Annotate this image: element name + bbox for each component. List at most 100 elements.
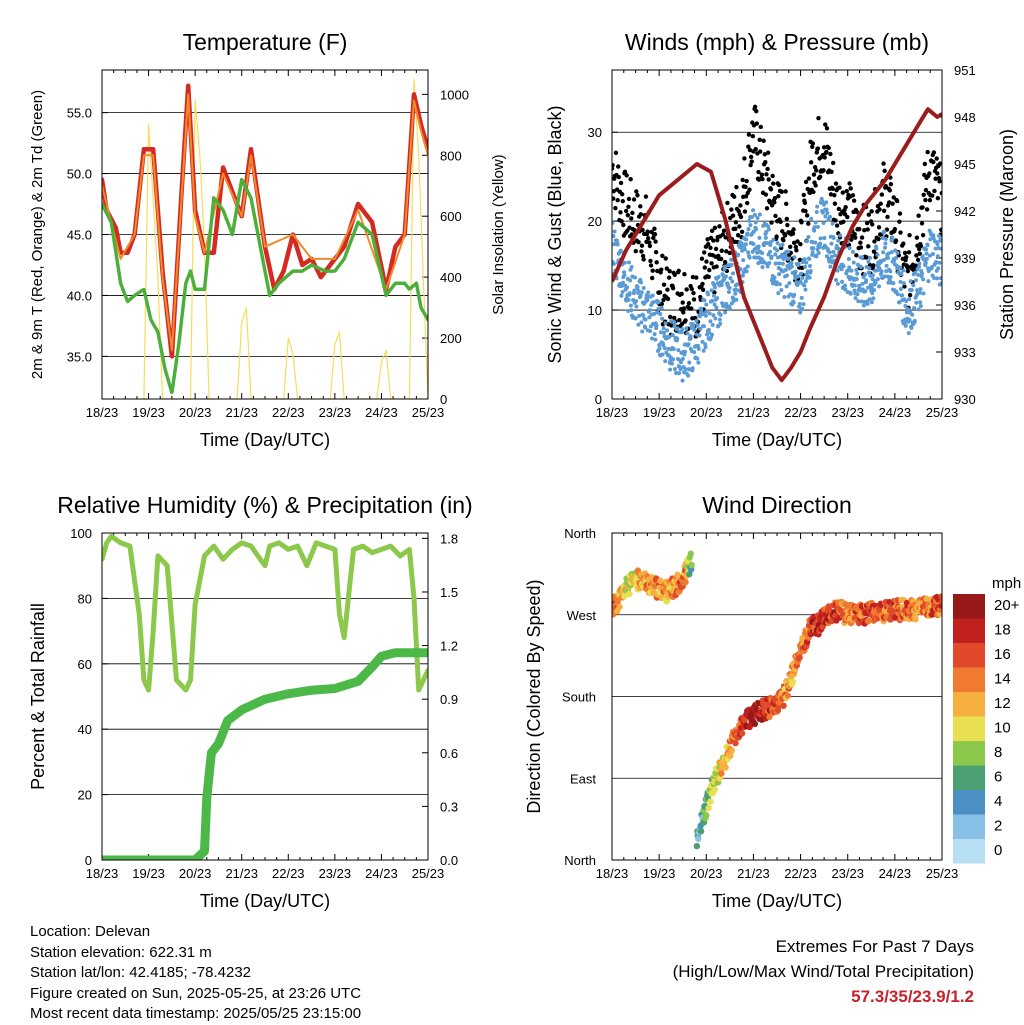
- wind-point: [724, 301, 729, 306]
- wind-point: [629, 265, 634, 270]
- wind-point: [918, 303, 923, 308]
- wind-point: [783, 254, 788, 259]
- gust-point: [738, 214, 744, 220]
- wind-point: [702, 324, 707, 329]
- gust-point: [833, 181, 839, 186]
- gust-point: [712, 225, 718, 230]
- wind-point: [787, 281, 792, 286]
- gust-point: [905, 268, 911, 274]
- gust-point: [906, 250, 912, 255]
- gust-point: [903, 254, 909, 260]
- gust-point: [621, 222, 626, 228]
- gust-point: [929, 193, 935, 198]
- wind-point: [743, 242, 748, 247]
- direction-panel: Wind Direction 18/23 19/23 20/23 21/23 22/23 2…: [524, 492, 958, 911]
- wind-point: [744, 269, 749, 274]
- wind-point: [685, 331, 690, 336]
- wind-point: [768, 249, 773, 254]
- wind-point: [881, 250, 886, 255]
- gust-point: [898, 230, 903, 235]
- gust-point: [866, 212, 872, 217]
- y2-tick-label: 1.5: [440, 585, 458, 600]
- wind-point: [796, 274, 801, 279]
- gust-point: [645, 229, 650, 234]
- gust-point: [742, 209, 748, 214]
- winds-ylabel-left: Sonic Wind & Gust (Blue, Black): [545, 105, 565, 363]
- series-precip: [102, 648, 428, 860]
- wind-point: [626, 309, 631, 314]
- y-tick-label: 35.0: [67, 349, 92, 364]
- wind-point: [854, 268, 859, 273]
- gust-point: [683, 318, 688, 323]
- gust-point: [664, 266, 670, 271]
- gust-point: [854, 209, 860, 215]
- gust-point: [882, 168, 887, 174]
- wind-point: [869, 285, 874, 290]
- wind-point: [639, 320, 644, 325]
- wind-point: [679, 360, 684, 365]
- winds-xlabel: Time (Day/UTC): [712, 430, 842, 450]
- wind-point: [884, 269, 889, 274]
- wind-point: [769, 254, 774, 259]
- wind-point: [671, 357, 676, 362]
- gust-point: [699, 256, 705, 261]
- wind-point: [649, 336, 654, 341]
- x-tick-label: 21/23: [225, 405, 258, 420]
- gust-point: [902, 284, 907, 289]
- gust-point: [881, 208, 887, 214]
- wind-point: [645, 298, 650, 303]
- wind-point: [833, 253, 838, 258]
- wind-point: [851, 260, 856, 265]
- wind-point: [686, 373, 691, 378]
- wind-point: [710, 322, 715, 327]
- gust-point: [763, 160, 768, 165]
- wind-point: [668, 367, 673, 372]
- direction-point: [697, 828, 705, 835]
- wind-point: [620, 280, 625, 285]
- wind-point: [742, 247, 747, 252]
- gust-point: [847, 181, 852, 186]
- gust-point: [760, 176, 765, 182]
- wind-point: [818, 236, 823, 241]
- direction-point: [789, 678, 797, 686]
- wind-point: [929, 265, 934, 270]
- humidity-xlabel: Time (Day/UTC): [200, 891, 330, 911]
- wind-point: [870, 291, 875, 296]
- x-tick-label: 24/23: [365, 866, 398, 881]
- wind-point: [727, 286, 732, 291]
- wind-point: [660, 352, 665, 357]
- direction-point: [741, 717, 748, 724]
- gust-point: [612, 162, 615, 168]
- gust-point: [625, 213, 631, 218]
- gust-point: [878, 201, 883, 206]
- x-tick-label: 19/23: [132, 866, 165, 881]
- gust-point: [829, 169, 834, 174]
- series-dewpoint: [102, 177, 428, 395]
- wind-point: [731, 271, 736, 276]
- gust-point: [862, 228, 867, 233]
- wind-point: [840, 279, 845, 284]
- wind-point: [883, 241, 888, 246]
- wind-point: [774, 280, 779, 285]
- wind-point: [920, 253, 925, 258]
- gust-point: [776, 182, 782, 188]
- gust-point: [639, 249, 644, 254]
- gust-point: [665, 287, 670, 292]
- wind-point: [677, 371, 682, 376]
- gust-point: [635, 193, 640, 198]
- wind-point: [626, 297, 631, 302]
- wind-point: [672, 367, 677, 372]
- y2-tick-label: 1000: [440, 87, 469, 102]
- wind-point: [780, 242, 785, 247]
- gust-point: [724, 249, 729, 254]
- wind-point: [747, 218, 752, 223]
- gust-point: [649, 275, 655, 281]
- temperature-ylabel-right: Solar Insolation (Yellow): [490, 154, 507, 314]
- gust-point: [764, 172, 769, 177]
- y2-tick-label: 0.9: [440, 692, 458, 707]
- gust-point: [925, 149, 930, 155]
- gust-point: [806, 221, 811, 226]
- gust-point: [784, 201, 789, 207]
- wind-point: [927, 253, 932, 258]
- gust-point: [650, 268, 655, 273]
